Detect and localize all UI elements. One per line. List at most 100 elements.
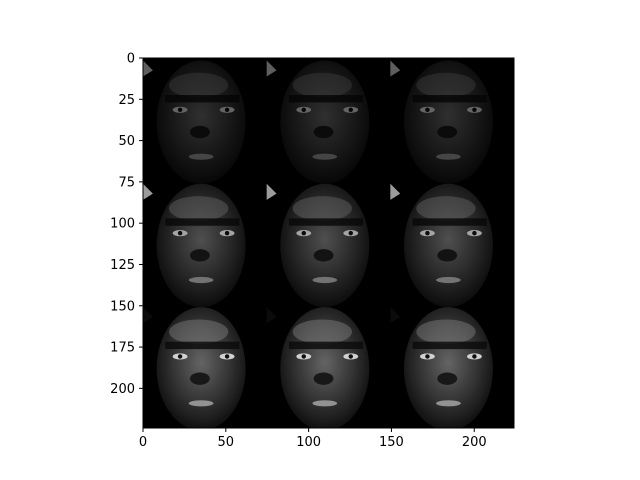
eye: [343, 106, 359, 113]
forehead-highlight: [168, 319, 229, 345]
mouth: [312, 276, 338, 284]
pupil: [348, 107, 353, 113]
edge-artifact: [390, 183, 401, 200]
edge-artifact: [266, 183, 277, 200]
brow-shadow: [165, 95, 240, 103]
forehead-highlight: [292, 319, 352, 345]
pupil: [301, 354, 306, 359]
edge-artifact: [390, 307, 401, 324]
mouth: [188, 276, 214, 284]
nose: [313, 249, 334, 262]
mouth: [188, 153, 214, 160]
pupil: [425, 107, 430, 113]
forehead-highlight: [416, 319, 476, 345]
face-panel: [266, 60, 370, 184]
mouth: [436, 276, 461, 284]
pupil: [224, 230, 230, 236]
mouth: [436, 400, 461, 407]
face-panel: [390, 60, 493, 184]
nose: [437, 372, 458, 385]
x-tick-label: 200: [462, 435, 487, 450]
brow-shadow: [412, 218, 487, 226]
face-panel: [143, 307, 246, 428]
brow-shadow: [288, 341, 364, 350]
brow-shadow: [165, 218, 240, 226]
y-tick-label: 150: [110, 299, 135, 314]
pupil: [177, 230, 183, 236]
pupil: [301, 107, 306, 113]
face-panel: [143, 183, 246, 308]
eye: [219, 106, 235, 113]
x-axis: 0 50 100 150 200: [139, 428, 487, 450]
forehead-highlight: [416, 196, 476, 221]
forehead-highlight: [416, 72, 476, 98]
face-panel: [266, 307, 370, 428]
eye: [467, 106, 482, 113]
edge-artifact: [266, 60, 277, 77]
pupil: [177, 107, 183, 113]
edge-artifact: [266, 307, 277, 324]
pupil: [348, 354, 353, 359]
pupil: [472, 230, 477, 236]
face-panel: [390, 307, 493, 428]
axes-frame: [142, 57, 515, 429]
x-tick-label: 50: [218, 435, 235, 450]
face-panel: [143, 60, 246, 184]
pupil: [472, 354, 477, 359]
face-panel: [266, 183, 370, 308]
forehead-highlight: [292, 72, 352, 98]
pupil: [425, 354, 430, 359]
forehead-highlight: [168, 72, 229, 98]
forehead-highlight: [168, 196, 229, 221]
nose: [189, 125, 210, 139]
eye: [296, 106, 312, 113]
brow-shadow: [288, 218, 364, 226]
y-tick-label: 125: [110, 258, 135, 273]
x-tick-label: 0: [139, 435, 147, 450]
mouth: [188, 400, 214, 407]
face-shape: [280, 183, 370, 308]
edge-artifact: [143, 183, 153, 200]
y-tick-label: 175: [110, 341, 135, 356]
image-grid: [143, 58, 514, 428]
brow-shadow: [165, 341, 240, 350]
face-shape: [156, 60, 246, 184]
mouth: [312, 400, 338, 407]
face-shape: [403, 183, 493, 308]
face-shape: [280, 307, 370, 428]
x-tick-label: 100: [296, 435, 321, 450]
brow-shadow: [288, 95, 364, 103]
edge-artifact: [143, 307, 153, 324]
y-tick-label: 75: [118, 175, 135, 190]
nose: [437, 125, 458, 139]
pupil: [425, 230, 430, 236]
eye: [420, 106, 435, 113]
y-axis: 0 25 50 75 100 125 150 175 200: [110, 52, 143, 397]
y-tick-label: 50: [118, 134, 135, 149]
nose: [189, 249, 210, 262]
pupil: [472, 107, 477, 113]
face-shape: [156, 183, 246, 308]
y-tick-label: 25: [118, 93, 135, 108]
x-tick-label: 150: [379, 435, 404, 450]
pupil: [348, 230, 353, 236]
forehead-highlight: [292, 196, 352, 221]
brow-shadow: [412, 341, 487, 350]
nose: [189, 372, 210, 385]
y-tick-label: 200: [110, 382, 135, 397]
face-shape: [403, 60, 493, 184]
nose: [313, 125, 334, 139]
mouth: [312, 153, 338, 160]
eye: [172, 106, 188, 113]
face-panel: [390, 183, 493, 308]
mouth: [436, 153, 461, 160]
pupil: [224, 107, 230, 113]
face-shape: [280, 60, 370, 184]
nose: [313, 372, 334, 385]
edge-artifact: [143, 60, 153, 77]
y-tick-label: 100: [110, 217, 135, 232]
y-tick-label: 0: [127, 52, 135, 67]
edge-artifact: [390, 60, 401, 77]
pupil: [224, 354, 230, 359]
